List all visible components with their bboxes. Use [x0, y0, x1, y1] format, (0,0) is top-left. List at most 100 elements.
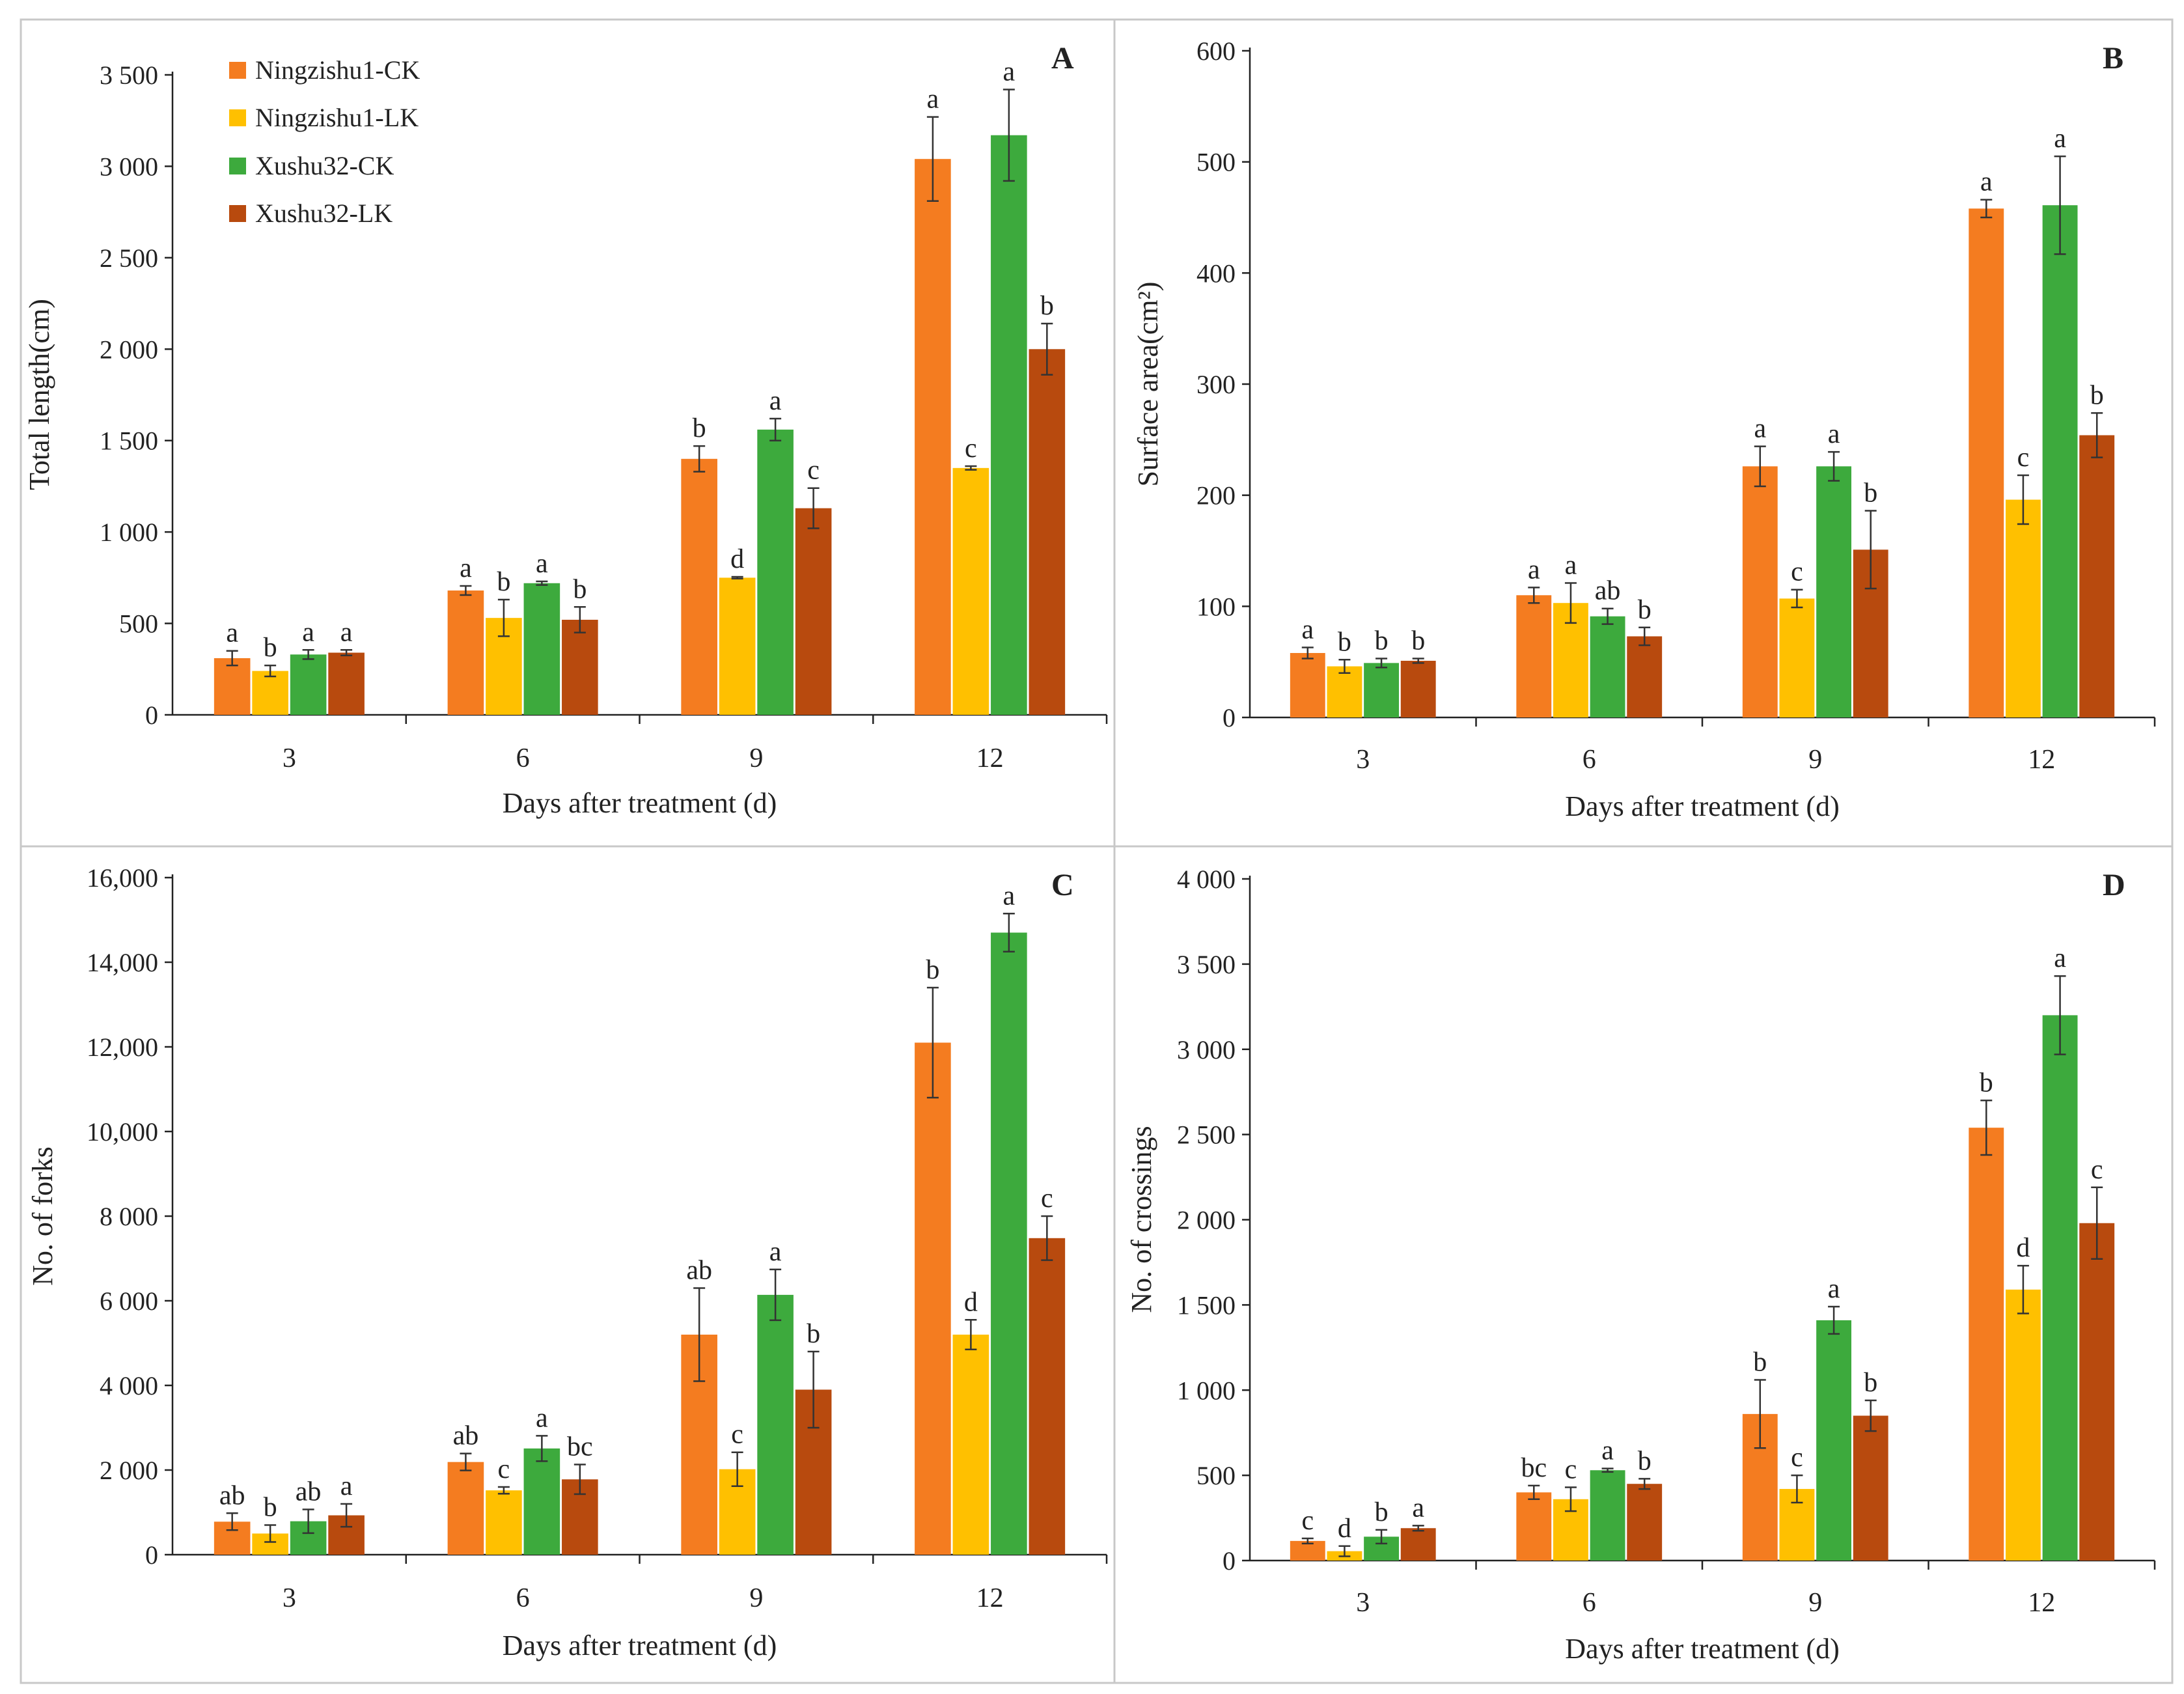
significance-letter-a: a: [1003, 57, 1016, 87]
bar-b-ningzishu1-ck: [1516, 595, 1552, 717]
y-tick-label-a: 2 500: [100, 243, 158, 273]
significance-letter-d: a: [2054, 943, 2066, 973]
y-axis-title-d: No. of crossings: [1126, 1126, 1157, 1312]
bar-a-xushu32-lk: [328, 652, 365, 715]
y-tick-label-a: 1 000: [100, 518, 158, 547]
x-tick-label-a: 12: [976, 743, 1004, 773]
y-tick-label-b: 100: [1196, 592, 1236, 621]
significance-letter-d: d: [1338, 1514, 1351, 1544]
bar-a-ningzishu1-ck: [447, 590, 484, 715]
significance-letter-b: a: [1828, 419, 1840, 449]
legend-swatch-xushu32-lk: [229, 205, 246, 222]
x-tick-label-a: 9: [749, 743, 763, 773]
significance-letter-c: a: [340, 1471, 353, 1501]
significance-letter-d: d: [2016, 1233, 2030, 1263]
y-tick-label-d: 3 000: [1177, 1035, 1236, 1064]
significance-letter-a: d: [730, 544, 744, 574]
significance-letter-c: a: [1003, 881, 1016, 911]
bar-c-ningzishu1-lk: [486, 1490, 522, 1555]
x-tick-label-a: 6: [516, 743, 530, 773]
panel-b-frame: [1113, 18, 2174, 848]
y-tick-label-b: 600: [1196, 36, 1236, 66]
significance-letter-c: ab: [453, 1421, 479, 1451]
bar-c-ningzishu1-ck: [915, 1042, 951, 1555]
significance-letter-b: a: [1980, 167, 1993, 197]
bar-d-xushu32-ck: [1816, 1320, 1852, 1561]
y-axis-title-b: Surface area(cm²): [1132, 282, 1164, 487]
bar-a-xushu32-lk: [1029, 349, 1066, 715]
significance-letter-c: c: [498, 1454, 510, 1484]
panel-letter-c: C: [1051, 868, 1074, 902]
bar-b-xushu32-lk: [1400, 660, 1436, 717]
chart-panel-a: 0 500 1 000 1 500 2 000 2 500 3 000 3 500 3 6 9 12 a…: [23, 57, 1108, 819]
significance-letter-c: b: [807, 1319, 820, 1349]
significance-letter-c: a: [769, 1237, 782, 1267]
significance-letter-b: b: [2090, 380, 2104, 410]
bar-c-xushu32-ck: [757, 1294, 794, 1555]
significance-letter-d: bc: [1521, 1453, 1547, 1483]
y-tick-label-d: 1 000: [1177, 1376, 1236, 1405]
significance-letter-c: a: [536, 1403, 548, 1433]
significance-letter-d: c: [1565, 1454, 1577, 1484]
bar-d-ningzishu1-ck: [1969, 1128, 2004, 1561]
significance-letter-a: a: [536, 549, 548, 579]
significance-letter-b: c: [2017, 443, 2030, 473]
bar-c-xushu32-ck: [523, 1448, 560, 1555]
y-tick-label-b: 300: [1196, 370, 1236, 399]
y-tick-label-a: 1 500: [100, 426, 158, 456]
significance-letter-b: a: [1528, 555, 1540, 585]
y-tick-label-a: 0: [145, 701, 158, 730]
chart-panel-d: 0 500 1 000 1 500 2 000 2 500 3 000 3 500 4 000 3…: [1126, 865, 2156, 1665]
bar-a-xushu32-ck: [523, 583, 560, 715]
significance-letter-d: b: [1638, 1446, 1652, 1476]
legend-label-xushu32-lk: Xushu32-LK: [255, 199, 393, 228]
bar-d-xushu32-ck: [2042, 1015, 2078, 1561]
bar-a-xushu32-lk: [562, 619, 598, 715]
y-tick-label-c: 4 000: [100, 1371, 158, 1400]
significance-letter-c: ab: [219, 1480, 245, 1510]
bar-b-xushu32-lk: [2079, 435, 2115, 717]
y-tick-label-a: 2 000: [100, 335, 158, 364]
y-tick-label-d: 0: [1223, 1546, 1236, 1576]
significance-letter-a: c: [965, 434, 977, 464]
significance-letter-a: b: [573, 574, 587, 604]
significance-letter-c: ab: [296, 1477, 322, 1507]
significance-letter-a: b: [497, 567, 510, 597]
bar-a-xushu32-ck: [757, 429, 794, 715]
significance-letter-a: a: [460, 553, 472, 583]
x-tick-label-c: 3: [283, 1583, 296, 1613]
bar-b-xushu32-ck: [1364, 663, 1400, 717]
x-tick-label-b: 6: [1583, 745, 1596, 775]
significance-letter-a: b: [693, 413, 706, 443]
bar-d-xushu32-ck: [1590, 1470, 1625, 1561]
significance-letter-d: b: [1864, 1368, 1877, 1398]
bar-b-ningzishu1-lk: [1327, 666, 1362, 717]
y-tick-label-d: 2 000: [1177, 1206, 1236, 1235]
x-axis-title-a: Days after treatment (d): [503, 787, 777, 819]
significance-letter-c: d: [964, 1287, 978, 1317]
x-tick-label-d: 3: [1356, 1588, 1370, 1618]
y-tick-label-d: 3 500: [1177, 950, 1236, 979]
x-tick-label-b: 3: [1356, 745, 1370, 775]
panel-letter-b: B: [2103, 41, 2123, 76]
y-tick-label-b: 400: [1196, 258, 1236, 288]
y-tick-label-b: 0: [1223, 703, 1236, 732]
significance-letter-a: b: [1040, 291, 1054, 321]
significance-letter-a: a: [226, 618, 238, 648]
y-tick-label-d: 2 500: [1177, 1120, 1236, 1150]
x-tick-label-c: 6: [516, 1583, 530, 1613]
y-tick-label-a: 500: [119, 609, 158, 639]
significance-letter-d: c: [2091, 1155, 2103, 1185]
x-axis-title-d: Days after treatment (d): [1565, 1633, 1839, 1665]
x-tick-label-d: 6: [1583, 1588, 1596, 1618]
bar-d-xushu32-lk: [1627, 1484, 1663, 1561]
bar-a-ningzishu1-lk: [252, 671, 288, 715]
bar-a-ningzishu1-lk: [719, 577, 756, 715]
panel-d-frame: [1113, 845, 2174, 1684]
y-tick-label-c: 12,000: [87, 1033, 158, 1062]
bar-c-xushu32-lk: [1029, 1238, 1066, 1555]
bar-d-ningzishu1-ck: [1516, 1492, 1552, 1561]
x-tick-label-a: 3: [283, 743, 296, 773]
x-tick-label-d: 9: [1808, 1588, 1822, 1618]
